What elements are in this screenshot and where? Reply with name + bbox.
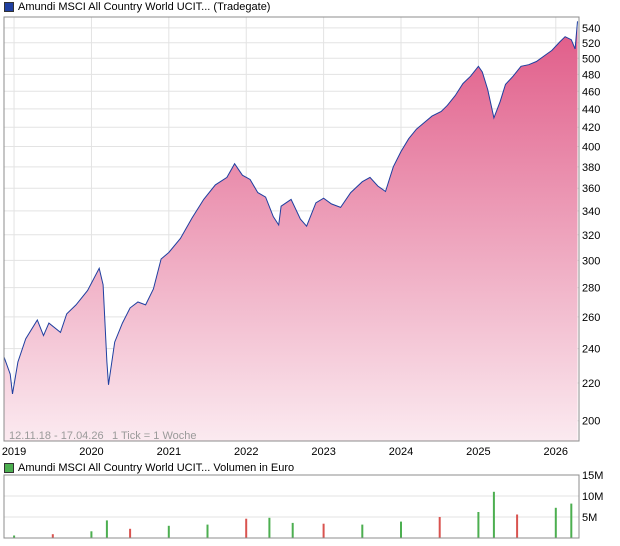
price-x-tick-label: 2022 [234,446,258,458]
tick-note: 1 Tick = 1 Woche [112,430,196,442]
volume-bar [570,503,573,538]
volume-bar [13,535,16,538]
price-y-tick-label: 240 [582,344,600,356]
price-x-tick-label: 2023 [311,446,335,458]
price-y-tick-label: 420 [582,122,600,134]
volume-bar [291,522,294,538]
price-legend-swatch [4,2,14,12]
range-note: 12.11.18 - 17.04.26 [9,430,104,442]
price-y-tick-label: 540 [582,23,600,35]
price-x-tick-label: 2026 [544,446,568,458]
volume-bar [245,518,248,538]
price-x-tick-label: 2025 [466,446,490,458]
price-y-tick-label: 260 [582,312,600,324]
price-x-axis: 2019 2020 2021 2022 2023 2024 2025 2026 [2,446,568,458]
price-x-tick-label: 2024 [389,446,413,458]
volume-bar [167,525,170,538]
price-legend: Amundi MSCI All Country World UCIT... (T… [4,1,270,13]
volume-bar [105,520,108,538]
price-chart: 200 220 240 260 280 300 320 340 360 380 400 420 440 4… [2,16,600,458]
volume-bar [51,534,54,538]
volume-legend-label: Amundi MSCI All Country World UCIT... Vo… [18,462,295,474]
price-y-tick-label: 220 [582,378,600,390]
volume-bar [477,512,480,538]
volume-bar [322,523,325,538]
volume-bars [13,491,573,538]
price-x-tick-label: 2021 [157,446,181,458]
volume-legend: Amundi MSCI All Country World UCIT... Vo… [4,462,294,474]
price-x-tick-label: 2019 [2,446,26,458]
volume-bar [361,524,364,538]
price-plot-frame [3,16,580,442]
volume-legend-swatch [4,463,14,473]
volume-plot-frame [3,474,580,539]
price-y-tick-label: 480 [582,69,600,81]
volume-bar [90,531,93,538]
volume-y-axis: 15M 10M 5M [582,470,603,524]
volume-bar [438,517,441,538]
volume-bar [129,528,132,538]
price-y-tick-label: 520 [582,38,600,50]
volume-bar [268,517,271,538]
volume-chart: 15M 10M 5M [3,470,603,539]
price-y-tick-label: 500 [582,53,600,65]
volume-y-tick-label: 10M [582,491,603,503]
price-x-tick-label: 2020 [79,446,103,458]
volume-bar [516,514,519,538]
volume-bar [206,524,209,538]
price-y-tick-label: 280 [582,283,600,295]
price-area [4,21,578,442]
price-y-tick-label: 300 [582,255,600,267]
price-y-tick-label: 320 [582,230,600,242]
volume-grid [4,474,579,518]
price-legend-label: Amundi MSCI All Country World UCIT... (T… [18,1,271,13]
volume-bar [400,521,402,538]
price-y-tick-label: 380 [582,162,600,174]
volume-bar [554,507,557,538]
price-y-axis: 200 220 240 260 280 300 320 340 360 380 400 420 440 4… [582,23,600,428]
price-y-tick-label: 340 [582,206,600,218]
price-line [3,21,578,394]
price-y-tick-label: 360 [582,183,600,195]
price-y-tick-label: 200 [582,416,600,428]
price-y-tick-label: 440 [582,104,600,116]
volume-bar [492,491,495,538]
price-y-tick-label: 460 [582,86,600,98]
volume-y-tick-label: 5M [582,512,597,524]
price-y-tick-label: 400 [582,142,600,154]
volume-y-tick-label: 15M [582,470,603,482]
